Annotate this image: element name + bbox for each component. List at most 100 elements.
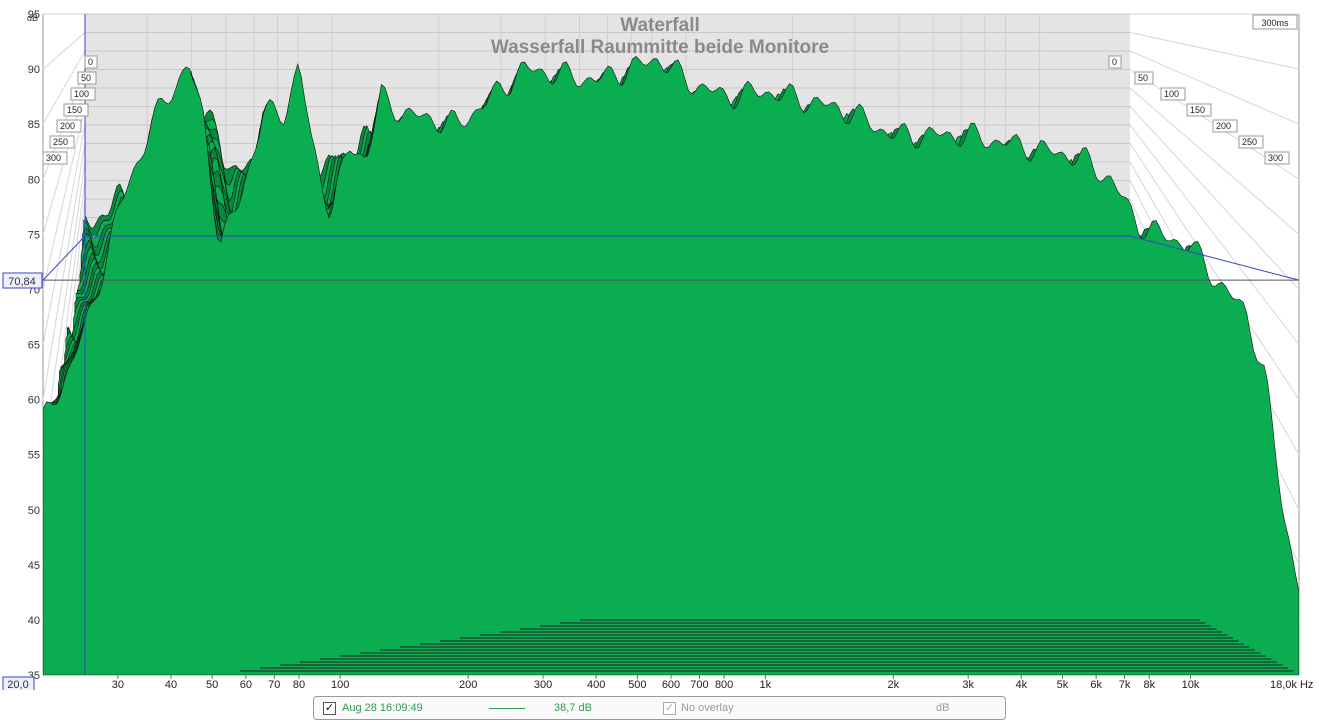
grid-depth-right	[1129, 143, 1300, 400]
time-tag-right-box	[1160, 87, 1186, 101]
time-tag-left-box	[70, 87, 96, 101]
x-tick-label: 50	[206, 679, 218, 690]
time-tag-left-box	[42, 151, 68, 165]
x-tick-label: 8k	[1143, 679, 1155, 690]
chart-title: Waterfall	[620, 15, 700, 36]
x-tick-label: 400	[587, 679, 605, 690]
overlay-label[interactable]: No overlay	[681, 702, 734, 714]
time-tag-left-box	[84, 55, 98, 69]
floor-stripes	[240, 619, 1294, 672]
time-axis-diag-right	[1129, 235, 1300, 281]
time-tag-left-box	[63, 103, 89, 117]
x-tick-label: 40	[165, 679, 177, 690]
grid-depth-left	[42, 32, 86, 70]
x-tick-label: 5k	[1057, 679, 1069, 690]
x-tick-label: 200	[459, 679, 477, 690]
grid-depth-right	[1129, 87, 1300, 235]
time-tag-right: 0	[1112, 57, 1117, 67]
x-axis-ticks: 30 40 50 60 70 80 100 200 300 400 500 600 700 800 1k 2k…	[112, 675, 1200, 690]
waterfall-slices	[43, 56, 1299, 675]
y-tick-label: 95	[28, 9, 40, 21]
time-tag-left: 150	[67, 105, 82, 115]
time-tag-right-box	[1134, 71, 1154, 85]
time-tag-left-box	[56, 119, 82, 133]
waterfall-chart[interactable]: Waterfall Wasserfall Raummitte beide Mon…	[0, 0, 1319, 690]
time-tag-left: 0	[88, 57, 93, 67]
time-axis-frame	[42, 14, 1300, 675]
time-tag-right-box	[1186, 103, 1212, 117]
grid-depth-right	[1129, 106, 1300, 290]
y-tick-label: 45	[28, 560, 40, 572]
time-tag-left: 200	[60, 121, 75, 131]
x-tick-label: 100	[331, 679, 349, 690]
time-tag-right: 250	[1242, 137, 1257, 147]
x-tick-label: 7k	[1119, 679, 1131, 690]
y-tick-label: 60	[28, 395, 40, 407]
overlay-checkbox[interactable]: ✓	[663, 702, 676, 715]
grid-depth-left	[42, 143, 86, 400]
x-tick-label: 4k	[1015, 679, 1027, 690]
time-max-badge: 300ms	[1252, 14, 1298, 30]
measurement-swatch	[489, 708, 525, 709]
x-tick-label: 700	[690, 679, 708, 690]
grid-depth-left	[42, 106, 86, 290]
measurement-value: 38,7 dB	[554, 702, 592, 714]
x-tick-label: 60	[240, 679, 252, 690]
x-tick-label: 600	[662, 679, 680, 690]
x-tick-label: 10k	[1182, 679, 1200, 690]
time-tag-right-box	[1212, 119, 1238, 133]
cursor-value-badge[interactable]: 70,84	[2, 272, 43, 289]
time-tag-right-box	[1264, 151, 1290, 165]
waterfall-chart-svg: Waterfall Wasserfall Raummitte beide Mon…	[2, 9, 1313, 690]
time-tag-right: 200	[1216, 121, 1231, 131]
grid-depth-right	[1129, 124, 1300, 345]
grid-depth-right	[1129, 50, 1300, 125]
time-tag-right-box	[1238, 135, 1264, 149]
time-tag-left: 250	[53, 137, 68, 147]
time-axis-diag-left	[42, 235, 86, 281]
svg-text:300ms: 300ms	[1261, 18, 1289, 28]
x-tick-label: 30	[112, 679, 124, 690]
time-ticks-right: 0 50 100 150 200 250 300	[1108, 55, 1290, 165]
y-tick-label: 75	[28, 229, 40, 241]
time-tag-left-box	[77, 71, 97, 85]
grid-depth-left	[42, 124, 86, 345]
y-tick-label: 90	[28, 64, 40, 76]
y-tick-label: 85	[28, 119, 40, 131]
time-tag-right: 150	[1190, 105, 1205, 115]
x-tick-label: 70	[268, 679, 280, 690]
x-tick-label: 6k	[1090, 679, 1102, 690]
x-tick-label: 800	[715, 679, 733, 690]
time-ticks-left: 0 50 100 150 200 250 300	[42, 55, 98, 165]
x-tick-label: 500	[628, 679, 646, 690]
measurement-checkbox[interactable]: ✓	[323, 702, 336, 715]
time-tag-left: 50	[81, 73, 91, 83]
chart-subtitle: Wasserfall Raummitte beide Monitore	[491, 37, 829, 58]
y-tick-label: 55	[28, 450, 40, 462]
overlay-unit: dB	[936, 702, 950, 714]
y-tick-label: 50	[28, 505, 40, 517]
y-tick-label: 40	[28, 615, 40, 627]
time-tag-left: 300	[46, 153, 61, 163]
time-tag-left: 100	[74, 89, 89, 99]
x-tick-label: 2k	[887, 679, 899, 690]
y-axis-unit: dB	[27, 13, 38, 23]
time-tag-right: 100	[1164, 89, 1179, 99]
time-tag-left-box	[49, 135, 75, 149]
legend-bar: ✓ Aug 28 16:09:49 38,7 dB ✓ No overlay d…	[313, 696, 1006, 720]
grid-depth-left	[42, 50, 86, 125]
x-axis-end-label: 18,0k Hz	[1270, 679, 1313, 690]
svg-text:70,84: 70,84	[8, 276, 36, 288]
time-tag-right: 300	[1268, 153, 1283, 163]
x-tick-label: 300	[534, 679, 552, 690]
x-start-badge[interactable]: 20,0	[2, 676, 35, 690]
x-tick-label: 3k	[962, 679, 974, 690]
measurement-label[interactable]: Aug 28 16:09:49	[342, 702, 423, 714]
x-tick-label: 1k	[760, 679, 772, 690]
time-tag-right: 50	[1138, 73, 1148, 83]
grid-depth-right	[1129, 32, 1300, 70]
y-tick-label: 65	[28, 340, 40, 352]
svg-text:20,0: 20,0	[7, 679, 28, 690]
y-tick-label: 80	[28, 174, 40, 186]
